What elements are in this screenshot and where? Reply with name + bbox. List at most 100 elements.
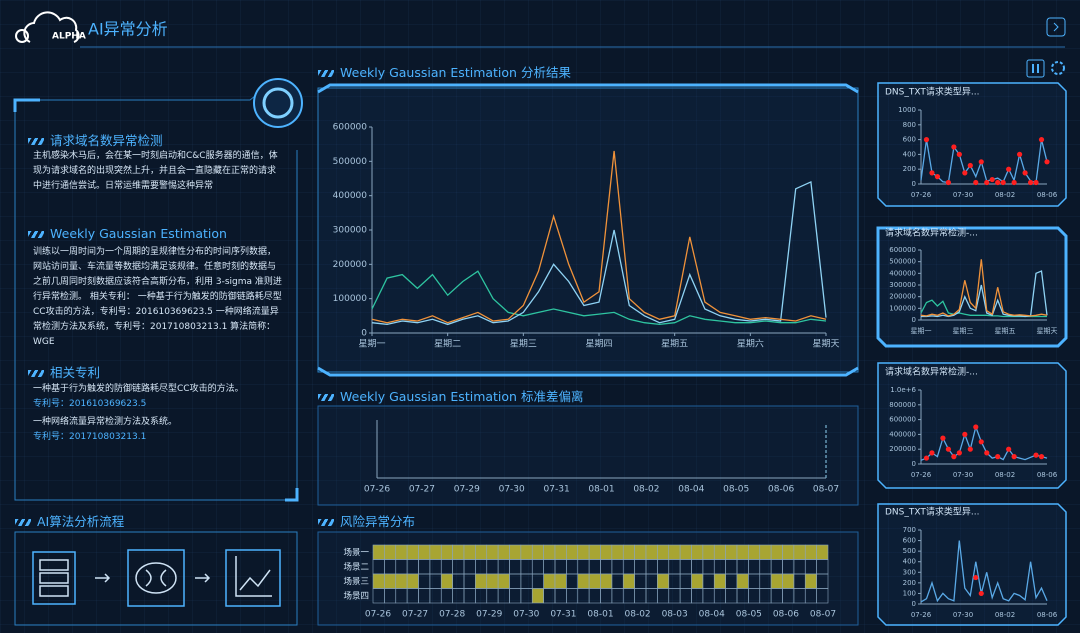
heat-cell <box>759 544 772 560</box>
heat-cell <box>588 573 601 589</box>
anomaly-point <box>967 162 973 169</box>
x-tick-label: 08-06 <box>1037 471 1058 479</box>
settings-button[interactable] <box>1051 61 1065 75</box>
x-tick-label: 07-29 <box>454 485 480 495</box>
anomaly-point <box>1017 151 1023 157</box>
y-tick-label: 1.0e+6 <box>890 386 916 394</box>
panel-title: 请求域名数异常检测-... <box>885 366 978 378</box>
x-tick-label: 08-02 <box>995 611 1015 619</box>
x-tick-label: 07-27 <box>402 610 428 620</box>
x-tick-label: 08-07 <box>813 485 839 495</box>
x-tick-label: 08-06 <box>1037 191 1058 199</box>
y-tick-label: 300 <box>903 568 916 576</box>
heat-cell <box>702 544 715 560</box>
chart-title: Weekly Gaussian Estimation 分析结果 <box>318 62 571 81</box>
heat-cell <box>816 588 829 604</box>
heat-cell <box>577 544 590 560</box>
heat-cell <box>600 544 613 560</box>
heat-cell <box>475 573 488 589</box>
row-label: 场景三 <box>343 577 369 587</box>
x-tick-label: 08-07 <box>810 610 836 620</box>
anomaly-point <box>1000 179 1006 186</box>
x-tick-label: 08-01 <box>587 610 613 620</box>
anomaly-point <box>995 454 1001 460</box>
heat-cell <box>725 544 738 560</box>
anomaly-point <box>967 446 973 452</box>
patent-id: 201710803213.1 <box>69 432 147 442</box>
nav-button[interactable] <box>1046 17 1066 37</box>
x-tick-label: 星期五 <box>995 327 1016 335</box>
heat-cell <box>736 573 749 589</box>
anomaly-point <box>956 450 962 456</box>
anomaly-point <box>923 137 930 143</box>
heat-cell <box>497 544 510 560</box>
pause-button[interactable] <box>1026 59 1045 78</box>
y-tick-label: 200 <box>903 165 916 173</box>
panel-title: DNS_TXT请求类型异... <box>885 86 979 98</box>
power-badge <box>253 78 303 128</box>
anomaly-point <box>984 450 990 456</box>
y-tick-label: 100 <box>903 589 916 597</box>
chart-title: Weekly Gaussian Estimation 标准差偏离 <box>318 386 583 405</box>
x-tick-label: 星期五 <box>661 339 688 350</box>
y-tick-label: 200000 <box>333 260 368 270</box>
y-tick-label: 200 <box>903 579 916 587</box>
x-tick-label: 07-28 <box>439 610 465 620</box>
heat-cell <box>406 573 419 589</box>
x-tick-label: 星期四 <box>585 339 612 350</box>
patent-text: 一种基于行为触发的防御链路耗尽型CC攻击的方法。 <box>33 384 244 394</box>
heat-cell <box>452 544 465 560</box>
page-title: AI异常分析 <box>88 20 168 39</box>
heat-cell <box>679 544 692 560</box>
anomaly-point <box>945 179 951 186</box>
heat-cell <box>577 573 590 589</box>
y-tick-label: 800 <box>903 121 916 129</box>
anomaly-point <box>978 439 984 445</box>
anomaly-point <box>973 574 979 581</box>
x-tick-label: 07-30 <box>953 611 973 619</box>
section-title: 相关专利 <box>28 362 100 381</box>
row-label: 场景二 <box>343 562 369 572</box>
anomaly-point <box>923 455 930 461</box>
y-tick-label: 600000 <box>889 246 916 254</box>
patent-label: 专利号： <box>33 432 70 442</box>
heat-cell <box>622 573 635 589</box>
anomaly-point <box>1027 179 1034 186</box>
y-tick-label: 400000 <box>333 191 368 201</box>
series-line <box>921 270 1048 318</box>
heat-cell <box>440 544 453 560</box>
heat-cell <box>736 544 749 560</box>
y-tick-label: 700 <box>903 526 916 534</box>
x-tick-label: 08-06 <box>773 610 799 620</box>
heat-cell <box>418 544 431 560</box>
heat-cell <box>588 544 601 560</box>
heat-cell <box>497 573 510 589</box>
heat-cell <box>770 544 783 560</box>
x-tick-label: 07-29 <box>476 610 502 620</box>
logo-text: ALPHA <box>52 32 86 42</box>
y-tick-label: 0 <box>912 600 916 608</box>
x-tick-label: 08-03 <box>662 610 688 620</box>
series-line <box>371 180 827 326</box>
y-tick-label: 0 <box>912 316 916 324</box>
y-tick-label: 600 <box>903 537 916 545</box>
y-tick-label: 1000 <box>898 106 916 114</box>
heat-cell <box>770 573 783 589</box>
x-tick-label: 07-26 <box>365 610 391 620</box>
heat-cell <box>543 544 556 560</box>
x-tick-label: 08-01 <box>588 485 614 495</box>
row-label: 场景四 <box>343 591 369 601</box>
patent-item: 一种基于行为触发的防御链路耗尽型CC攻击的方法。 专利号：20161036962… <box>33 382 288 412</box>
panel-title: 请求域名数异常检测-... <box>885 227 978 239</box>
row-label: 场景一 <box>343 548 369 558</box>
heat-cell <box>395 573 408 589</box>
main-chart-edge <box>317 83 859 377</box>
anomaly-point <box>956 151 962 157</box>
heat-cell <box>622 544 635 560</box>
pause-icon <box>1032 64 1039 73</box>
x-tick-label: 08-05 <box>723 485 749 495</box>
flow-frame <box>14 531 298 626</box>
anomaly-point <box>995 179 1001 186</box>
heat-cell <box>429 544 442 560</box>
